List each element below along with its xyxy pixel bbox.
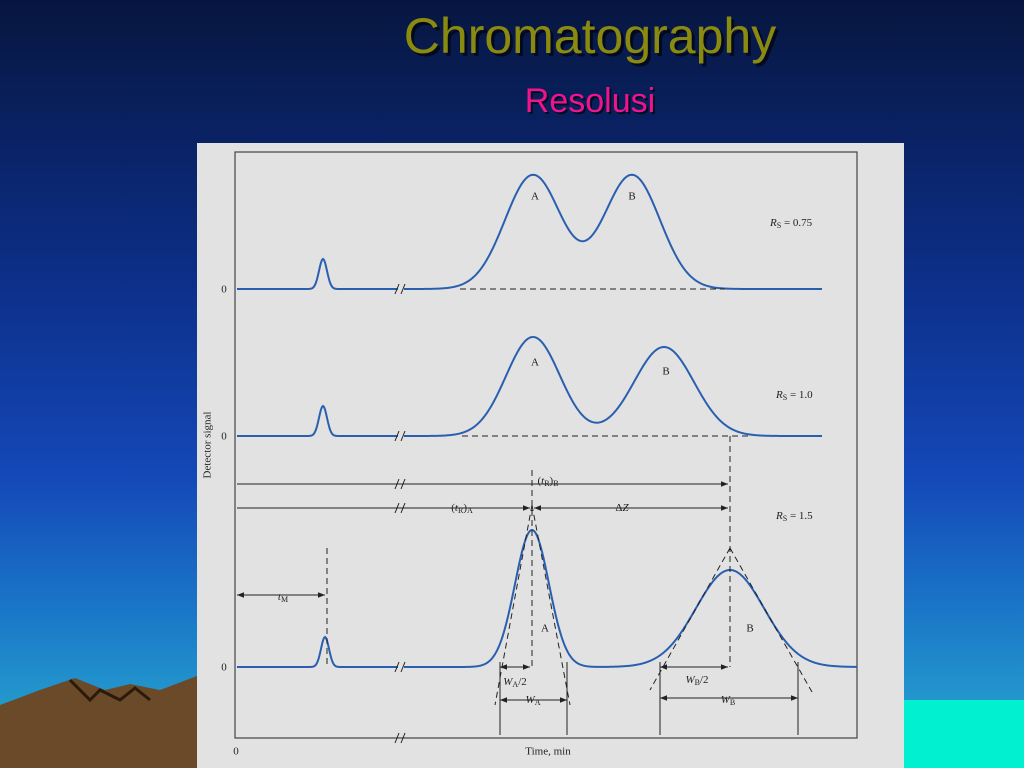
label-part: A [512, 680, 518, 689]
label-part: = 1.5 [787, 510, 813, 522]
zero-label: 0 [221, 431, 227, 443]
annotation: (tR)B [537, 475, 558, 488]
tangent [729, 547, 813, 693]
label-part: B [730, 698, 735, 707]
label-part: W [685, 674, 695, 686]
zero-label: 0 [221, 662, 227, 674]
figure: Detector signal Time, min 0 0A BRS = 0.75… [197, 143, 904, 768]
subtitle: Resolusi [525, 82, 655, 120]
annotation: ΔZ [615, 502, 629, 514]
label-part: t [455, 502, 459, 514]
chromatogram [404, 173, 822, 290]
label-part: M [281, 595, 288, 604]
label-part: A [467, 506, 473, 515]
label-part: R [775, 510, 783, 522]
chromatogram [404, 335, 822, 437]
label-part: Z [622, 502, 629, 514]
peak-label: B [746, 623, 753, 635]
label-part: B [695, 678, 700, 687]
label-part: S [783, 393, 787, 402]
zero-label: 0 [221, 284, 227, 296]
figure-frame [234, 151, 858, 739]
chromatogram [237, 404, 398, 437]
label-part: Δ [615, 502, 622, 514]
label-part: S [777, 221, 781, 230]
tangent [494, 504, 533, 706]
mountain-ridge [68, 678, 151, 703]
annotation: WB [721, 694, 736, 707]
resolution-label: RS = 0.75 [769, 217, 813, 230]
label-part: W [503, 676, 513, 688]
figure-background [197, 143, 904, 768]
annotation: tM [278, 591, 288, 604]
label-part: A [535, 698, 541, 707]
y-axis-label: Detector signal [202, 412, 214, 479]
annotation: WA/2 [503, 676, 527, 689]
label-part: R [458, 506, 464, 515]
chromatogram [237, 635, 398, 668]
subtitle-shadow: Resolusi [527, 84, 657, 122]
label-part: R [544, 479, 550, 488]
peak-label: A [541, 623, 549, 635]
peak-label: B [628, 191, 635, 203]
resolution-label: RS = 1.0 [775, 389, 813, 402]
label-part: W [526, 694, 536, 706]
tangent [531, 504, 571, 706]
title: Chromatography [404, 8, 776, 64]
label-part: t [278, 591, 282, 603]
resolution-label: RS = 1.5 [775, 510, 813, 523]
axis-break [394, 661, 406, 673]
axis-break [394, 430, 406, 442]
label-part: ) [550, 475, 554, 487]
label-part: ( [451, 502, 455, 514]
peak-label: B [662, 366, 669, 378]
title-shadow: Chromatography [407, 11, 779, 67]
annotation: WB/2 [685, 674, 708, 687]
x-axis-label: Time, min [525, 746, 571, 758]
label-part: ) [463, 502, 467, 514]
label-part: R [769, 217, 777, 229]
peak-label: A [531, 191, 539, 203]
label-part: /2 [700, 674, 709, 686]
chromatogram [404, 528, 858, 668]
x-origin-label: 0 [233, 746, 239, 758]
label-part: W [721, 694, 731, 706]
label-part: /2 [518, 676, 527, 688]
annotation: (tR)A [451, 502, 473, 515]
annotation: WA [526, 694, 541, 707]
label-part: S [783, 514, 787, 523]
sea-band [904, 700, 1024, 768]
label-part: = 1.0 [787, 389, 813, 401]
label-part: B [553, 479, 558, 488]
axis-break [394, 283, 406, 295]
chromatogram [237, 257, 398, 290]
label-part: R [775, 389, 783, 401]
label-part: t [541, 475, 545, 487]
label-part: = 0.75 [781, 217, 812, 229]
axis-break [394, 732, 406, 744]
label-part: ( [537, 475, 541, 487]
peak-label: A [531, 357, 539, 369]
